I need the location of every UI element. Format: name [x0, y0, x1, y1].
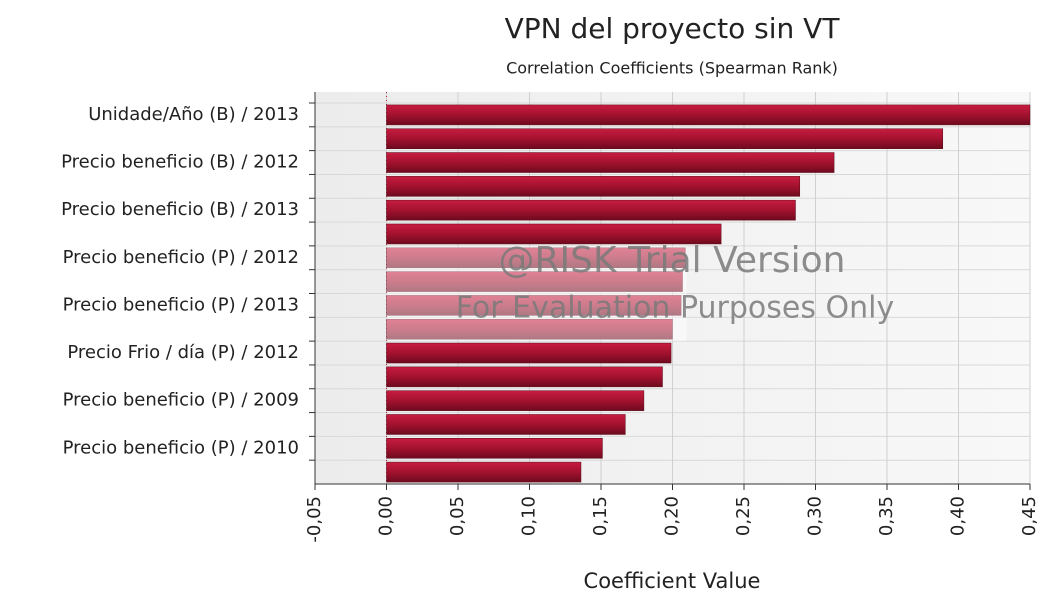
- bar: [386, 128, 944, 149]
- x-tick-label: 0,20: [662, 496, 683, 536]
- bar: [386, 199, 796, 221]
- y-tick-label: Precio Frio / día (P) / 2012: [67, 342, 299, 363]
- x-axis-label: Coefficient Value: [584, 569, 761, 593]
- watermark: @RISK Trial Version: [499, 240, 846, 281]
- x-tick-label: 0,25: [733, 496, 754, 536]
- chart-title: VPN del proyecto sin VT: [505, 12, 841, 45]
- bar: [386, 223, 722, 245]
- y-tick-label: Precio beneficio (P) / 2012: [63, 247, 299, 268]
- bar: [386, 390, 645, 411]
- watermark: For Evaluation Purposes Only: [456, 291, 895, 326]
- bar: [386, 271, 683, 292]
- y-tick-label: Precio beneficio (P) / 2010: [63, 437, 299, 458]
- x-tick-label: -0,05: [304, 496, 325, 543]
- bar: [386, 461, 582, 483]
- x-tick-label: 0,10: [519, 496, 540, 536]
- x-tick-label: 0,45: [1019, 496, 1040, 536]
- bar: [386, 247, 686, 269]
- bar: [386, 438, 603, 459]
- chart-subtitle: Correlation Coefficients (Spearman Rank): [506, 59, 838, 78]
- bar: [386, 414, 626, 435]
- x-tick-label: 0,15: [590, 496, 611, 536]
- bar: [386, 152, 835, 173]
- y-tick-label: Precio beneficio (B) / 2012: [61, 152, 299, 173]
- bar: [386, 295, 682, 316]
- x-tick-label: 0,00: [376, 496, 397, 536]
- x-tick-label: 0,05: [447, 496, 468, 536]
- y-tick-label: Unidade/Año (B) / 2013: [88, 104, 299, 125]
- y-tick-label: Precio beneficio (B) / 2013: [61, 199, 299, 220]
- bar: [386, 342, 672, 364]
- bar: [386, 318, 673, 340]
- x-tick-label: 0,40: [948, 496, 969, 536]
- bar: [386, 176, 801, 197]
- y-tick-label: Precio beneficio (P) / 2013: [63, 294, 299, 315]
- x-tick-label: 0,30: [805, 496, 826, 536]
- bar: [386, 366, 663, 388]
- y-tick-label: Precio beneficio (P) / 2009: [63, 390, 299, 411]
- x-tick-label: 0,35: [876, 496, 897, 536]
- watermark-box: [386, 245, 687, 342]
- bar: [386, 104, 1031, 126]
